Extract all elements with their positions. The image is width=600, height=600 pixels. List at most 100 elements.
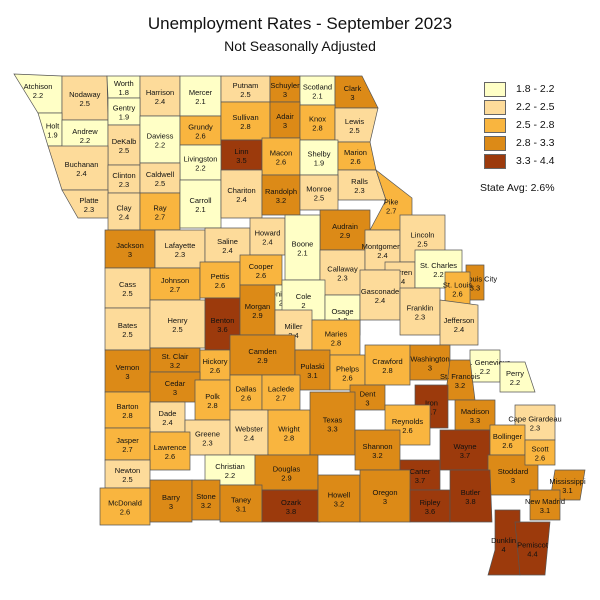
county-value: 3 [511,476,515,485]
county-value: 4 [502,545,506,554]
county-name: Macon [270,149,293,158]
county-name: Benton [211,316,235,325]
county-value: 3 [128,250,132,259]
county-value: 1.9 [119,113,129,122]
county-name: Pike [384,198,399,207]
county-value: 2.6 [276,158,286,167]
county-name: Camden [248,347,276,356]
county-value: 3.2 [372,451,382,460]
county-value: 3.3 [327,425,337,434]
county-name: Callaway [327,265,358,274]
legend-label: 3.3 - 4.4 [516,155,555,167]
county-name: Jackson [116,241,144,250]
county-value: 2.8 [240,122,250,131]
county-name: Ralls [351,177,368,186]
county-name: Linn [234,147,248,156]
county-value: 2.4 [222,246,232,255]
county-value: 2.2 [510,378,520,387]
county-name: Scott [531,445,549,454]
county-name: Knox [309,115,326,124]
county-name: Dallas [236,385,257,394]
county-name: Worth [114,79,134,88]
county-value: 2.2 [80,136,90,145]
county-value: 3 [283,121,287,130]
county-name: Cass [119,280,136,289]
county-shape [99,487,151,526]
county-value: 2.8 [207,401,217,410]
county-name: Taney [231,496,251,505]
county-value: 2.6 [215,281,225,290]
county-name: Gasconade [361,287,399,296]
county-value: 3.1 [236,505,246,514]
county-value: 2.1 [195,205,205,214]
county-name: Morgan [245,302,270,311]
county-name: Grundy [188,123,213,132]
county-name: Carroll [189,196,211,205]
county-value: 2.4 [162,418,172,427]
county-name: Jefferson [444,316,475,325]
county-shape [449,469,493,523]
county-name: St. Louis [443,281,472,290]
county-name: Osage [331,307,353,316]
county-name: Pulaski [300,362,325,371]
county-name: Marion [344,148,367,157]
county-value: 2.2 [225,471,235,480]
county-name: Stone [196,492,216,501]
county-name: Clinton [112,171,135,180]
county-name: Clark [344,84,362,93]
county-value: 2.8 [312,124,322,133]
county-value: 2.1 [312,92,322,101]
county-value: 2.6 [256,271,266,280]
county-name: Carter [410,467,431,476]
county-shape [364,344,411,386]
map-subtitle: Not Seasonally Adjusted [224,38,376,54]
county-value: 2.5 [122,289,132,298]
county-value: 2.6 [241,394,251,403]
county-value: 3.3 [470,284,480,293]
county-shape [149,479,193,523]
county-name: Crawford [372,357,402,366]
county-value: 1.9 [47,131,57,140]
county-name: Atchison [24,82,53,91]
county-name: New Madrid [525,497,565,506]
county-value: 2.3 [175,250,185,259]
county-value: 2.3 [530,424,540,433]
county-name: Cape Girardeau [508,415,561,424]
county-value: 3.6 [217,325,227,334]
county-value: 3.2 [170,361,180,370]
legend-label: 2.5 - 2.8 [516,119,555,131]
county-value: 2.6 [120,508,130,517]
county-value: 2.9 [257,356,267,365]
county-name: Jasper [116,436,139,445]
county-name: Bollinger [493,432,523,441]
county-value: 2.1 [195,97,205,106]
county-value: 2.2 [155,141,165,150]
